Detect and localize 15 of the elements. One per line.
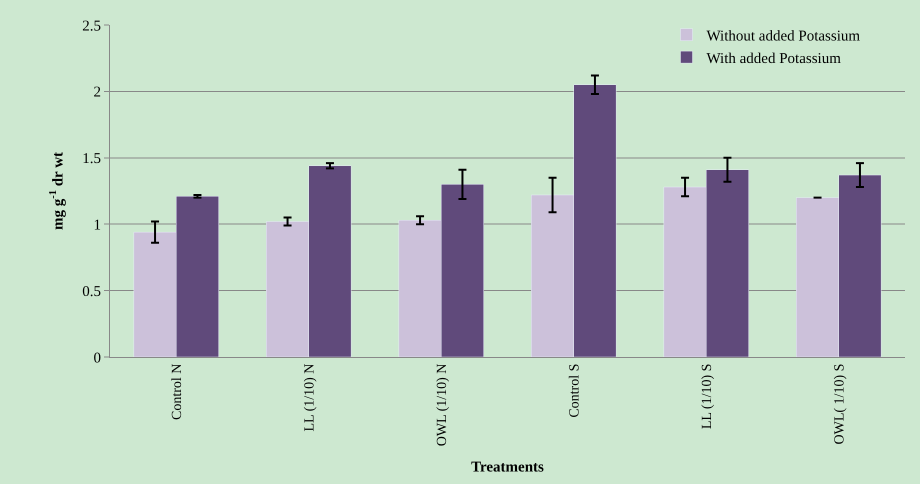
y-tick-label: 2.5: [82, 18, 101, 34]
x-axis-title: Treatments: [471, 459, 544, 476]
y-tick-label: 2: [94, 84, 101, 101]
x-tick-label: LL (1/10) N: [302, 364, 318, 432]
x-tick-label: OWL (1/10) N: [434, 364, 450, 446]
legend-label: Without added Potassium: [706, 28, 860, 44]
y-tick-label: 0: [94, 350, 101, 366]
y-tick-label: 1: [94, 217, 101, 234]
y-tick-label: 1.5: [82, 151, 101, 168]
x-tick-label: Control S: [567, 364, 582, 418]
x-tick-label: OWL( 1/10) S: [832, 364, 848, 444]
legend-label: With added Potassium: [706, 50, 842, 67]
y-tick-label: 0.5: [82, 284, 101, 300]
x-tick-label: Control N: [170, 364, 185, 420]
x-tick-label: LL (1/10) S: [700, 364, 715, 430]
